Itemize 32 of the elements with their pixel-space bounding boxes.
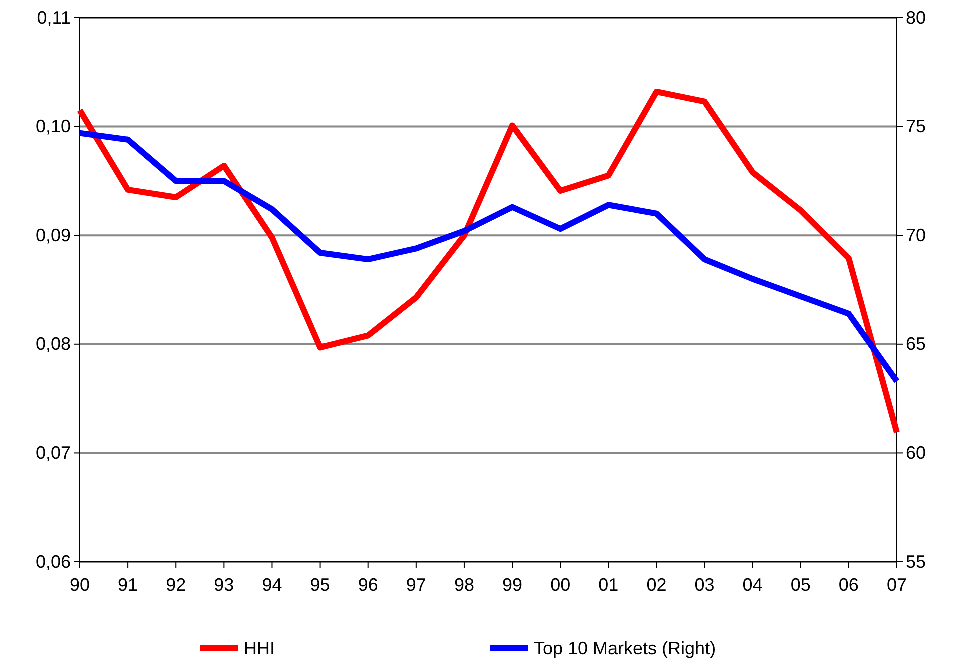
x-tick-label: 95 [310,574,330,595]
y2-tick-label: 65 [906,334,926,354]
x-tick-label: 05 [790,574,811,595]
x-tick-label: 02 [646,574,667,595]
x-tick-label: 04 [742,574,763,595]
y-tick-label: 0,09 [36,225,71,246]
y2-tick-label: 70 [906,225,926,246]
x-tick-label: 01 [598,574,619,595]
y2-tick-label: 60 [906,442,926,463]
x-tick-label: 94 [262,574,282,595]
x-tick-label: 90 [70,574,90,595]
y-tick-label: 0,07 [36,442,71,463]
y-tick-label: 0,11 [37,8,71,28]
x-tick-label: 91 [118,574,138,595]
x-tick-label: 96 [358,574,378,595]
y-tick-label: 0,06 [36,552,71,572]
y-tick-label: 0,08 [36,334,71,354]
x-tick-label: 93 [214,574,234,595]
y2-tick-label: 75 [906,116,926,137]
legend-label: Top 10 Markets (Right) [534,638,716,658]
y2-tick-label: 55 [906,552,926,572]
x-tick-label: 00 [550,574,571,595]
x-tick-label: 03 [694,574,715,595]
x-tick-label: 97 [406,574,426,595]
x-tick-label: 98 [454,574,474,595]
y2-tick-label: 80 [906,8,926,28]
x-tick-label: 07 [886,574,908,595]
x-tick-label: 99 [502,574,523,595]
x-tick-label: 92 [166,574,186,595]
y-tick-label: 0,10 [36,116,71,137]
legend-label: HHI [244,638,275,658]
x-tick-label: 06 [838,574,859,595]
